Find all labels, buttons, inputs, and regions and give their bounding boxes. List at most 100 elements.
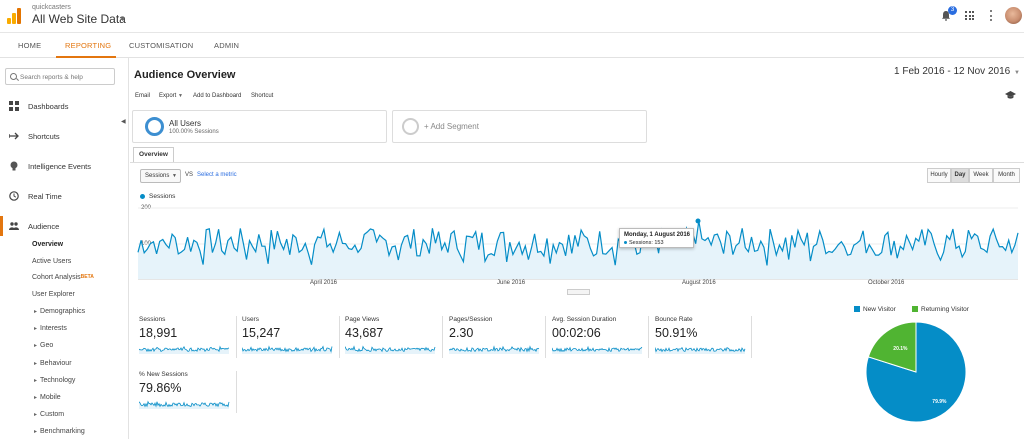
sessions-legend-label: Sessions: [149, 193, 176, 200]
tab-home[interactable]: HOME: [18, 41, 42, 50]
period-week-button[interactable]: Week: [969, 168, 993, 183]
pie-slice-returning-visitor[interactable]: [867, 321, 917, 373]
metric-pages-per-session[interactable]: Pages/Session 2.30: [449, 316, 549, 358]
active-section-indicator: [0, 216, 3, 236]
people-icon: [9, 222, 19, 230]
search-input[interactable]: [20, 71, 112, 83]
more-options-icon[interactable]: [990, 10, 993, 21]
legend-new-visitor: New Visitor: [854, 306, 896, 313]
select-metric-link[interactable]: Select a metric: [197, 172, 237, 178]
pie-label-new-visitor: 79.9%: [932, 399, 947, 405]
sidebar-item-overview[interactable]: Overview: [32, 241, 64, 248]
apps-grid-icon[interactable]: [965, 11, 974, 20]
metric-avg-session-duration[interactable]: Avg. Session Duration 00:02:06: [552, 316, 652, 358]
shortcut-button[interactable]: Shortcut: [251, 93, 274, 99]
sidebar-item-label: Cohort Analysis: [32, 274, 81, 281]
period-hourly-button[interactable]: Hourly: [927, 168, 951, 183]
x-axis-label: October 2016: [868, 280, 905, 286]
metric-value: 18,991: [139, 326, 178, 340]
sidebar-search[interactable]: [5, 68, 115, 85]
metric-page-views[interactable]: Page Views 43,687: [345, 316, 445, 358]
sessions-area: [138, 221, 1018, 279]
sidebar-item-label: Audience: [28, 222, 60, 231]
sessions-chart[interactable]: [130, 204, 1020, 280]
sidebar-item-active-users[interactable]: Active Users: [32, 258, 72, 265]
metric-bounce-rate[interactable]: Bounce Rate 50.91%: [655, 316, 755, 358]
sidebar-item-dashboards[interactable]: Dashboards: [0, 96, 128, 116]
metric-sparkline: [139, 400, 230, 409]
legend-returning-visitor: Returning Visitor: [912, 306, 969, 313]
sidebar-item-label: Dashboards: [28, 102, 69, 111]
collapse-sidebar-icon[interactable]: ◀: [121, 119, 126, 125]
sidebar-item-interests[interactable]: Interests: [34, 325, 67, 332]
sidebar-item-cohort-analysis[interactable]: Cohort AnalysisBETA: [32, 274, 94, 281]
sessions-legend-dot: [140, 194, 145, 199]
tab-overview[interactable]: Overview: [133, 147, 174, 162]
date-range-picker[interactable]: 1 Feb 2016 - 12 Nov 2016: [894, 66, 1011, 77]
highlighted-data-point[interactable]: [695, 218, 701, 224]
metric-name: Avg. Session Duration: [552, 316, 617, 323]
sidebar-item-mobile[interactable]: Mobile: [34, 394, 61, 401]
segment-all-users[interactable]: All Users 100.00% Sessions: [132, 110, 387, 143]
sidebar-item-user-explorer[interactable]: User Explorer: [32, 291, 75, 298]
graduation-cap-icon[interactable]: [1005, 91, 1016, 99]
metric-sessions[interactable]: Sessions 18,991: [139, 316, 239, 358]
sidebar-item-intelligence-events[interactable]: Intelligence Events: [0, 156, 128, 176]
sidebar-item-shortcuts[interactable]: Shortcuts: [0, 126, 128, 146]
sidebar-item-behaviour[interactable]: Behaviour: [34, 360, 72, 367]
metric-new-sessions[interactable]: % New Sessions 79.86%: [139, 371, 239, 413]
metric-users[interactable]: Users 15,247: [242, 316, 342, 358]
sparkline-line: [655, 347, 746, 353]
tab-divider: [130, 162, 1024, 163]
sidebar-item-label: Real Time: [28, 192, 62, 201]
segment-subtitle: 100.00% Sessions: [169, 129, 219, 135]
sidebar-item-benchmarking[interactable]: Benchmarking: [34, 428, 85, 435]
metric-divider: [442, 316, 443, 358]
tab-admin[interactable]: ADMIN: [214, 41, 240, 50]
sidebar-item-technology[interactable]: Technology: [34, 377, 75, 384]
tab-reporting[interactable]: REPORTING: [65, 41, 112, 50]
legend-label: New Visitor: [863, 306, 896, 313]
avatar[interactable]: [1005, 7, 1022, 24]
sidebar-item-audience[interactable]: Audience: [0, 216, 128, 236]
sidebar-item-custom[interactable]: Custom: [34, 411, 64, 418]
period-day-button[interactable]: Day: [951, 168, 969, 183]
sparkline-area: [345, 346, 435, 354]
sparkline-area: [139, 346, 229, 354]
metric-divider: [236, 316, 237, 358]
metric-selector[interactable]: Sessions ▼: [140, 169, 181, 183]
metric-sparkline: [655, 347, 746, 354]
sparkline-area: [449, 346, 539, 354]
analytics-logo-icon[interactable]: [7, 8, 23, 24]
clock-icon: [9, 191, 19, 201]
legend-swatch: [912, 306, 918, 312]
grid-icon: [9, 101, 19, 111]
tab-customisation[interactable]: CUSTOMISATION: [129, 41, 194, 50]
add-to-dashboard-button[interactable]: Add to Dashboard: [193, 93, 242, 99]
x-axis-label: August 2016: [682, 280, 716, 286]
metric-divider: [648, 316, 649, 358]
sidebar: ◀ Dashboards Shortcuts Intelligence Even…: [0, 58, 129, 439]
search-icon: [10, 73, 17, 80]
sidebar-item-geo[interactable]: Geo: [34, 342, 53, 349]
period-month-button[interactable]: Month: [993, 168, 1020, 183]
report-content: Audience Overview 1 Feb 2016 - 12 Nov 20…: [130, 58, 1024, 439]
export-button[interactable]: Export ▼: [159, 93, 183, 99]
tooltip-date: Monday, 1 August 2016: [624, 232, 691, 238]
sidebar-item-demographics[interactable]: Demographics: [34, 308, 85, 315]
email-button[interactable]: Email: [135, 93, 151, 99]
legend-label: Returning Visitor: [921, 306, 969, 313]
chevron-down-icon[interactable]: ▼: [119, 16, 126, 23]
pie-label-returning-visitor: 20.1%: [893, 346, 908, 352]
sparkline-line: [139, 400, 230, 408]
add-segment-button[interactable]: + Add Segment: [392, 110, 647, 143]
sidebar-item-label: Intelligence Events: [28, 162, 91, 171]
chevron-down-icon[interactable]: ▼: [1014, 70, 1020, 76]
visitor-type-pie-chart[interactable]: 79.9% 20.1%: [864, 320, 968, 424]
property-selector[interactable]: All Web Site Data: [32, 12, 126, 26]
chart-resize-handle[interactable]: [567, 289, 590, 295]
sessions-line: [137, 220, 1019, 266]
sidebar-item-real-time[interactable]: Real Time: [0, 186, 128, 206]
sparkline-area: [139, 401, 229, 409]
shortcut-arrow-icon: [9, 132, 19, 140]
